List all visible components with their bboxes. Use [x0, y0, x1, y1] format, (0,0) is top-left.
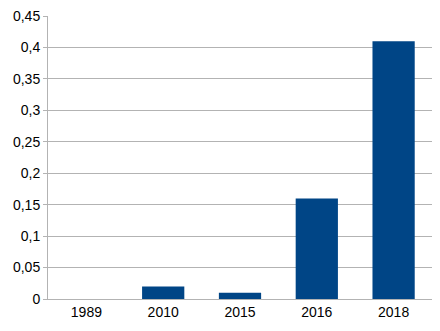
- svg-text:0: 0: [32, 291, 40, 307]
- svg-text:0,45: 0,45: [13, 8, 40, 24]
- svg-text:0,4: 0,4: [21, 39, 41, 55]
- svg-text:2018: 2018: [378, 304, 409, 320]
- svg-text:0,2: 0,2: [21, 165, 41, 181]
- svg-text:0,35: 0,35: [13, 71, 40, 87]
- svg-text:2016: 2016: [301, 304, 332, 320]
- svg-text:2010: 2010: [148, 304, 179, 320]
- svg-text:0,15: 0,15: [13, 197, 40, 213]
- svg-text:0,05: 0,05: [13, 259, 40, 275]
- svg-text:2015: 2015: [224, 304, 255, 320]
- svg-text:1989: 1989: [71, 304, 102, 320]
- svg-text:0,1: 0,1: [21, 228, 41, 244]
- svg-text:0,25: 0,25: [13, 134, 40, 150]
- svg-text:0,3: 0,3: [21, 102, 41, 118]
